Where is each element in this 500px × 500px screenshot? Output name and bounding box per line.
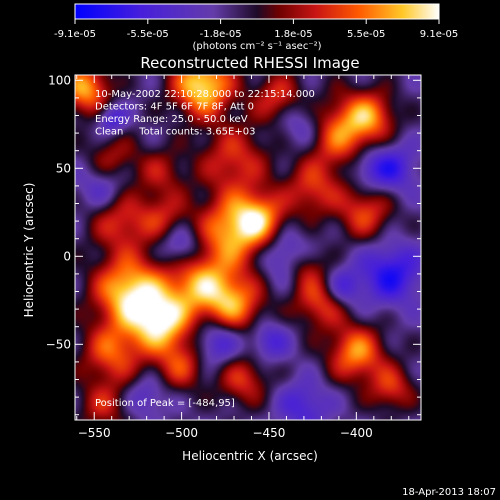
peak-position-label: Position of Peak = [-484,95] xyxy=(95,398,235,409)
y-tick-label: 100 xyxy=(48,73,71,87)
colorbar-tick-label: -1.8e-05 xyxy=(200,29,242,40)
y-tick-label: 0 xyxy=(63,249,71,263)
colorbar-tick-label: -9.1e-05 xyxy=(54,29,96,40)
colorbar-ticks: -9.1e-05 -5.5e-05 -1.8e-05 1.8e-05 5.5e-05 9.… xyxy=(54,19,458,40)
annotation-line: Clean Total counts: 3.65E+03 xyxy=(95,127,255,138)
colorbar-gradient xyxy=(74,3,440,20)
heatmap-image xyxy=(75,75,421,420)
annotation-block: 10-May-2002 22:10:28.000 to 22:15:14.000… xyxy=(95,89,315,138)
timestamp: 18-Apr-2013 18:07 xyxy=(402,487,496,498)
y-tick-label: 50 xyxy=(56,161,71,175)
y-tick-label: −50 xyxy=(46,337,71,351)
chart-title: Reconstructed RHESSI Image xyxy=(140,54,359,72)
colorbar-tick-label: -5.5e-05 xyxy=(127,29,169,40)
colorbar: -9.1e-05 -5.5e-05 -1.8e-05 1.8e-05 5.5e-05 9.… xyxy=(54,3,458,52)
annotation-line: 10-May-2002 22:10:28.000 to 22:15:14.000 xyxy=(95,89,315,100)
annotation-line: Energy Range: 25.0 - 50.0 keV xyxy=(95,114,248,125)
plot-area: −550 −500 −450 −400 100 50 0 −50 xyxy=(46,73,422,440)
x-tick-label: −550 xyxy=(78,426,111,440)
x-tick-label: −450 xyxy=(252,426,285,440)
plot-frame xyxy=(74,74,422,421)
colorbar-tick-label: 5.5e-05 xyxy=(347,29,385,40)
y-axis-label: Heliocentric Y (arcsec) xyxy=(22,183,36,318)
colorbar-tick-label: 9.1e-05 xyxy=(420,29,458,40)
annotation-line: Detectors: 4F 5F 6F 7F 8F, Att 0 xyxy=(95,102,254,113)
colorbar-tick-label: 1.8e-05 xyxy=(274,29,312,40)
x-tick-label: −500 xyxy=(165,426,198,440)
colorbar-unit: (photons cm⁻² s⁻¹ asec⁻²) xyxy=(192,41,321,52)
x-axis-label: Heliocentric X (arcsec) xyxy=(182,449,318,463)
x-tick-label: −400 xyxy=(340,426,373,440)
axis-ticks: −550 −500 −450 −400 100 50 0 −50 xyxy=(46,73,421,440)
